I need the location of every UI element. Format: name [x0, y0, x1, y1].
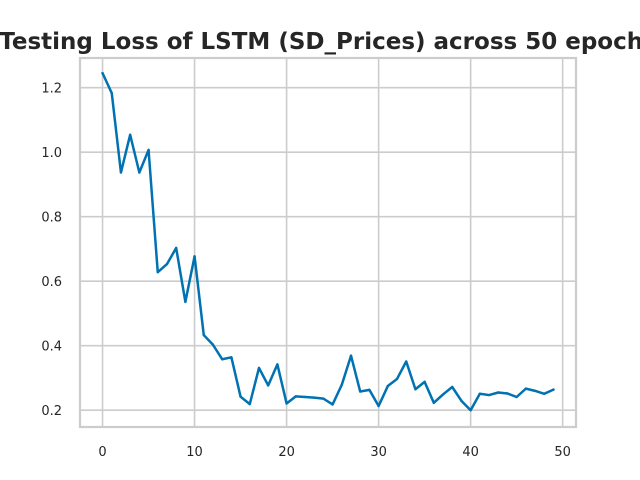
data-point — [322, 397, 325, 400]
data-point — [110, 91, 113, 95]
data-point — [211, 343, 215, 346]
data-point — [359, 390, 362, 393]
data-point — [423, 380, 426, 384]
grid — [80, 58, 576, 427]
data-point — [257, 366, 261, 370]
data-point — [405, 360, 408, 363]
y-tick-label: 0.8 — [41, 211, 62, 226]
data-point — [128, 133, 132, 136]
y-tick-label: 0.6 — [41, 275, 62, 290]
data-point — [239, 395, 242, 398]
data-point — [451, 385, 454, 389]
data-point — [119, 171, 123, 174]
data-point — [101, 71, 104, 75]
data-point — [276, 363, 279, 366]
data-point — [368, 388, 371, 392]
data-point — [147, 148, 150, 152]
data-point — [414, 388, 417, 391]
data-point — [165, 262, 169, 266]
data-point — [432, 401, 436, 405]
y-tick-label: 1.0 — [41, 146, 62, 161]
data-point — [303, 395, 307, 399]
data-point — [156, 270, 159, 274]
data-point — [441, 393, 445, 396]
y-tick-label: 1.2 — [41, 82, 62, 97]
data-point — [248, 402, 251, 406]
axes-frame — [78, 56, 578, 429]
data-point — [266, 384, 270, 387]
data-point — [469, 409, 472, 412]
data-point — [174, 246, 178, 250]
chart-title: Testing Loss of LSTM (SD_Prices) across … — [0, 29, 640, 55]
y-tick-label: 0.4 — [41, 340, 62, 355]
data-point — [506, 392, 509, 395]
x-tick-label: 10 — [186, 445, 203, 460]
x-tick-label: 50 — [554, 445, 571, 460]
data-point — [395, 377, 399, 381]
data-point — [294, 395, 297, 398]
x-tick-label: 30 — [370, 445, 387, 460]
data-point — [202, 333, 205, 337]
data-point — [138, 171, 141, 174]
series-layer — [101, 71, 555, 412]
data-point — [524, 387, 528, 390]
tick-labels: 0 10 20 30 40 50 0.2 0.4 0.6 0.8 1.0 1.2 — [41, 82, 571, 460]
x-tick-label: 0 — [98, 445, 106, 460]
data-point — [184, 300, 187, 304]
data-point — [460, 399, 463, 403]
y-tick-label: 0.2 — [41, 404, 62, 419]
data-point — [220, 358, 224, 361]
loss-series-line — [101, 71, 555, 412]
data-point — [552, 388, 555, 391]
x-tick-label: 40 — [462, 445, 479, 460]
data-point — [193, 255, 196, 258]
data-point — [478, 392, 482, 395]
data-point — [377, 404, 380, 408]
data-point — [340, 383, 344, 386]
data-point — [331, 403, 334, 406]
x-tick-label: 20 — [278, 445, 295, 460]
plot-frame — [78, 56, 578, 429]
data-point — [312, 396, 316, 399]
data-point — [285, 402, 288, 405]
data-point — [497, 391, 500, 394]
data-point — [349, 354, 353, 357]
data-point — [543, 392, 546, 395]
data-point — [230, 356, 233, 359]
data-point — [487, 393, 491, 397]
data-point — [533, 389, 537, 393]
data-point — [386, 384, 390, 388]
data-point — [515, 395, 518, 399]
